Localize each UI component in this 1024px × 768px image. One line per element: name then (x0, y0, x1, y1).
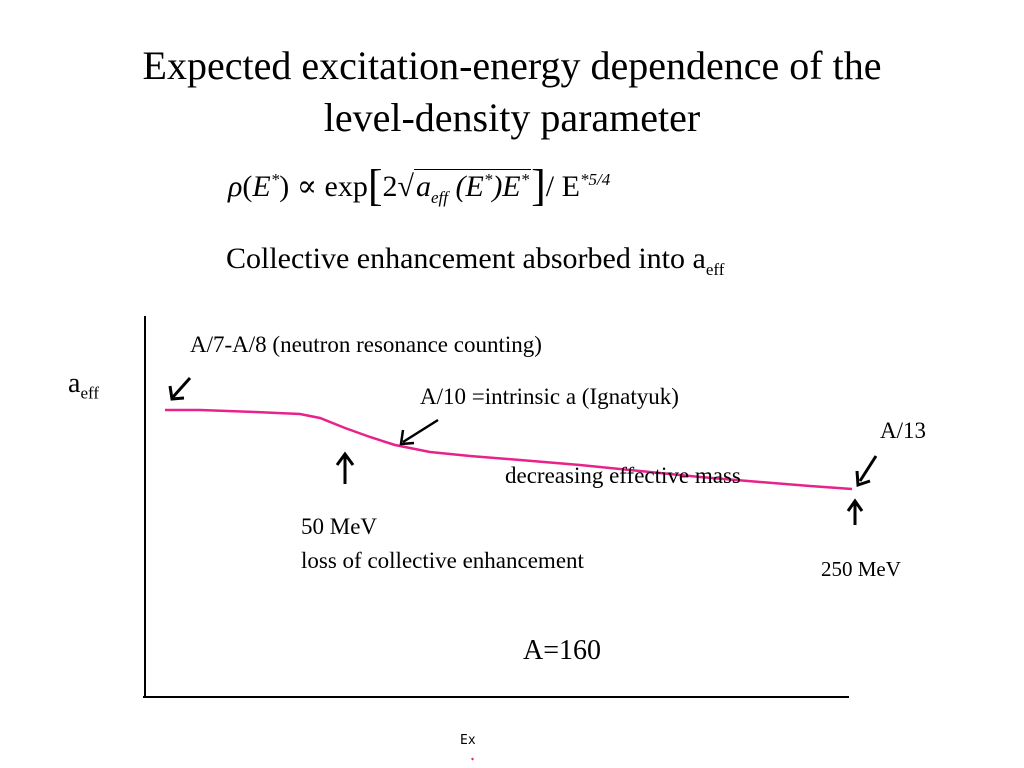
y-axis-label-a: a (68, 368, 81, 399)
formula-E: E (252, 170, 271, 203)
formula-star: * (270, 170, 280, 189)
annotation-intrinsic: A/10 =intrinsic a (Ignatyuk) (420, 384, 679, 409)
x-axis-label: Ex (460, 733, 476, 748)
ex-red-mark (471, 757, 474, 761)
aeff-curve (165, 408, 853, 491)
formula-paren: ( (242, 170, 253, 203)
formula-eff: eff (430, 188, 448, 207)
collective-text: Collective enhancement absorbed into a (226, 242, 706, 275)
arrow-intrinsic (399, 418, 439, 446)
y-axis-label-sub: eff (80, 383, 99, 403)
formula-exp-star: * (579, 170, 589, 189)
annotation-neutron: A/7-A/8 (neutron resonance counting) (190, 332, 542, 357)
formula-exponent: 5/4 (588, 170, 611, 189)
annotation-a13: A/13 (880, 418, 926, 443)
formula-two: 2 (382, 170, 398, 203)
annotation-decreasing: decreasing effective mass (505, 463, 741, 488)
title-line-1: Expected excitation-energy dependence of… (142, 43, 882, 88)
collective-enhancement-text: Collective enhancement absorbed into aef… (226, 242, 724, 280)
formula-a: a (415, 170, 431, 203)
formula-exp: exp (324, 170, 368, 203)
arrow-neutron (168, 376, 192, 401)
title-line-2: level-density parameter (323, 95, 701, 140)
sqrt-body: aeff (E*)E* (413, 169, 532, 207)
arrow-50mev (335, 451, 355, 484)
rho-symbol: ρ (228, 170, 243, 203)
arrow-250mev (846, 498, 864, 525)
formula-mid-star: * (483, 170, 493, 189)
formula-proportional: ) ∝ (279, 170, 325, 203)
level-density-formula: ρ(E*) ∝ exp[2√aeff (E*)E*]/ E*5/4 (228, 160, 610, 211)
sqrt-sign: √ (397, 170, 414, 203)
formula-mid: (E (447, 170, 484, 203)
annotation-50mev: 50 MeV (301, 514, 378, 539)
formula-mid2: )E (492, 170, 521, 203)
arrow-a13 (855, 455, 878, 488)
slide-title: Expected excitation-energy dependence of… (0, 40, 1024, 144)
annotation-loss: loss of collective enhancement (301, 548, 584, 573)
annotation-250mev: 250 MeV (821, 557, 901, 581)
collective-sub: eff (705, 260, 725, 279)
right-bracket: ] (531, 161, 546, 210)
annotation-mass: A=160 (523, 635, 602, 666)
formula-denominator: / E (545, 170, 580, 203)
left-bracket: [ (367, 161, 383, 210)
formula-mid2-star: * (520, 170, 530, 189)
y-axis-label: aeff (68, 368, 99, 404)
